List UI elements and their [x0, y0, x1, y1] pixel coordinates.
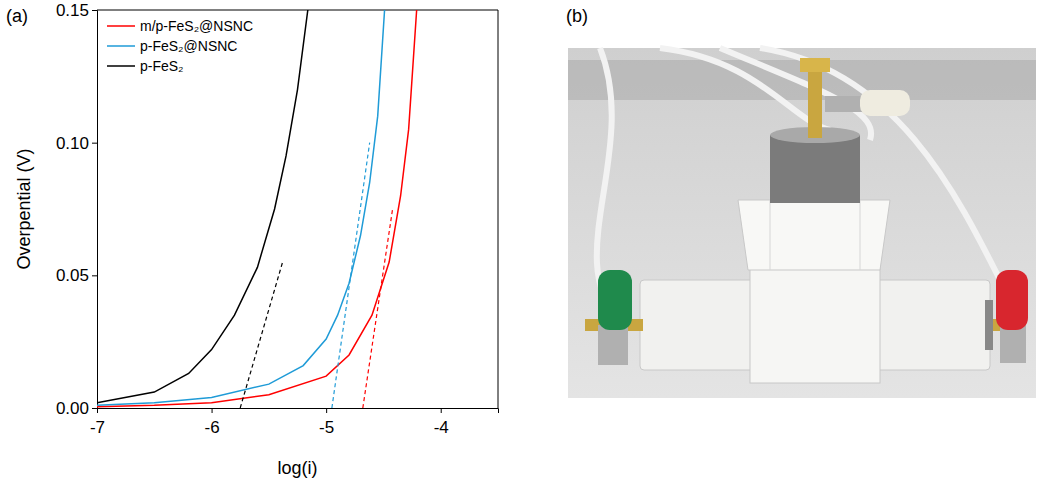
frame: [498, 10, 499, 408]
tick: -7: [90, 408, 105, 437]
clip: [1000, 325, 1026, 363]
clip-boot: [860, 90, 910, 116]
photo-background: [568, 48, 1036, 398]
cell-body: [750, 265, 880, 383]
fit-line: [363, 209, 393, 408]
figure: (a) (b) -7 -6 -5 -4 0.00 0.05 0.10 0.15 log(i) Over…: [0, 0, 1040, 487]
tick-label: -4: [434, 418, 449, 437]
panel-label: (b): [566, 6, 588, 26]
cell-body: [870, 280, 990, 370]
screw: [808, 70, 822, 138]
legend-swatch: [107, 45, 135, 47]
cell-edge: [860, 200, 861, 270]
series-line: [97, 10, 385, 405]
tick-mark: [92, 143, 97, 144]
frame: [97, 10, 498, 11]
electrode: [985, 300, 993, 350]
tick-label: 0.05: [56, 266, 89, 285]
tick-label: 0.10: [56, 134, 89, 153]
tick-mark: [92, 408, 97, 409]
series-line: [97, 10, 417, 407]
legend-swatch: [107, 65, 135, 67]
tick-mark: [212, 408, 213, 413]
clip-boot: [598, 270, 632, 330]
series-line: [97, 10, 308, 403]
cell-edge: [770, 200, 771, 270]
tick-label: -5: [319, 418, 334, 437]
tick: -6: [205, 408, 220, 437]
fit-line: [332, 143, 370, 408]
tick-mark: [92, 10, 97, 11]
clip-boot: [996, 270, 1028, 330]
legend-label: m/p-FeS₂@NSNC: [140, 18, 253, 34]
y-axis: 0.00 0.05 0.10 0.15: [56, 1, 98, 418]
tick: 0.10: [56, 134, 97, 153]
x-axis: -7 -6 -5 -4: [90, 408, 499, 437]
cell-body: [640, 280, 760, 370]
legend-swatch: [107, 25, 135, 27]
wire: [720, 48, 871, 140]
x-axis-title: log(i): [277, 458, 317, 478]
photo: [568, 48, 1036, 398]
screw-head: [800, 58, 830, 72]
electrode: [770, 135, 860, 203]
tick: 0.15: [56, 1, 97, 20]
cell-nut: [738, 200, 890, 270]
tick: 0.05: [56, 266, 97, 285]
axis-line: [92, 11, 98, 409]
y-axis-title: Overpential (V): [14, 148, 34, 269]
panel-label: (a): [6, 6, 28, 26]
tick-mark: [326, 408, 327, 413]
tick-label: -7: [90, 418, 105, 437]
tick-mark: [441, 408, 442, 413]
tick: -5: [319, 408, 334, 437]
tick-label: -6: [205, 418, 220, 437]
tick: -4: [434, 408, 449, 437]
tick-label: 0.00: [56, 399, 89, 418]
tick-mark: [92, 275, 97, 276]
clip: [598, 325, 628, 365]
plot-area: [97, 10, 417, 408]
legend-label: p-FeS₂@NSNC: [140, 38, 237, 54]
fit-line: [240, 262, 282, 408]
legend-label: p-FeS₂: [140, 58, 184, 74]
tick-label: 0.15: [56, 1, 89, 20]
axis-line: [98, 409, 499, 414]
tick: 0.00: [56, 399, 97, 418]
legend: m/p-FeS₂@NSNC p-FeS₂@NSNC p-FeS₂: [107, 18, 253, 74]
